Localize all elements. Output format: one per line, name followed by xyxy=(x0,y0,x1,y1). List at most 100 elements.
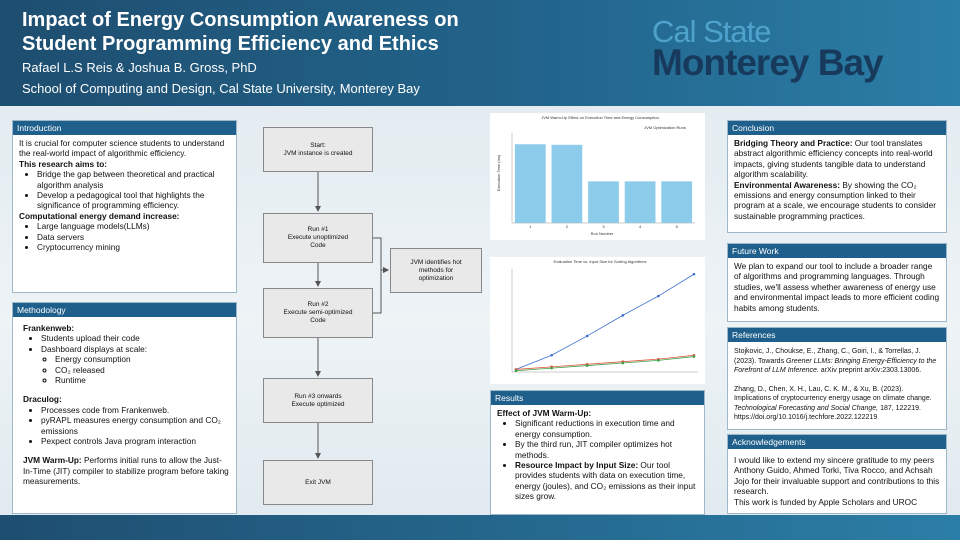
point xyxy=(692,272,696,276)
text: Performs initial runs to allow the Just-… xyxy=(23,455,229,487)
text: By showing the CO₂ emissions and energy … xyxy=(734,179,937,221)
list-item: Cryptocurrency mining xyxy=(37,242,230,252)
label: JVM Warm-Up: xyxy=(23,455,82,466)
point xyxy=(621,361,625,365)
text: Technological Forecasting and Social Cha… xyxy=(734,404,879,412)
chart-title: Evaluation Time vs. Input Size for Sorti… xyxy=(554,259,647,264)
footer xyxy=(0,515,960,540)
list-item: Develop a pedagogical tool that highligh… xyxy=(37,190,230,211)
bar xyxy=(514,144,546,223)
section-heading: References xyxy=(728,328,946,342)
label: This research aims to: xyxy=(19,158,108,169)
section-body: Stojkovic, J., Choukse, E., Zhang, C., G… xyxy=(728,342,946,426)
conclusion: Conclusion Bridging Theory and Practice:… xyxy=(727,120,947,233)
list-item: Runtime xyxy=(55,375,230,385)
point xyxy=(514,369,518,373)
text: arXiv preprint arXiv:2303.13006. xyxy=(818,367,922,374)
arrow xyxy=(373,267,389,314)
section-body: Effect of JVM Warm-Up: Significant reduc… xyxy=(491,405,704,505)
section-heading: Results xyxy=(491,391,704,405)
header: Impact of Energy Consumption Awareness o… xyxy=(0,0,960,106)
affiliation: School of Computing and Design, Cal Stat… xyxy=(22,81,420,96)
point xyxy=(550,366,553,370)
flow-node: Run #3 onwards Execute optimized xyxy=(263,378,373,423)
flow-node: Run #2 Execute semi-optimized Code xyxy=(263,288,373,338)
legend: JVM Optimization Runs xyxy=(644,125,686,130)
logo-line: Monterey Bay xyxy=(652,42,884,83)
list-item: pyRAPL measures energy consumption and C… xyxy=(41,415,230,436)
paragraph: This work is funded by Apple Scholars an… xyxy=(734,496,918,507)
flow-node: Exit JVM xyxy=(263,460,373,505)
bar xyxy=(661,181,693,223)
paragraph: Environmental Awareness: By showing the … xyxy=(734,180,940,222)
line xyxy=(515,273,695,370)
list-item: CO₂ released xyxy=(55,365,230,375)
list: Significant reductions in execution time… xyxy=(497,418,698,501)
flow-node: Start: JVM instance is created xyxy=(263,127,373,172)
section-heading: Future Work xyxy=(728,244,946,258)
bar xyxy=(551,144,583,223)
label: Effect of JVM Warm-Up: xyxy=(497,408,592,418)
title: Impact of Energy Consumption Awareness o… xyxy=(22,8,459,56)
list-item: Data servers xyxy=(37,232,230,242)
list-item: Significant reductions in execution time… xyxy=(515,418,698,439)
future-work: Future Work We plan to expand our tool t… xyxy=(727,243,947,322)
point xyxy=(550,353,553,357)
x-tick-label: 3 xyxy=(602,224,605,229)
section-body: Bridging Theory and Practice: Our tool t… xyxy=(728,135,946,224)
list-item: Large language models(LLMs) xyxy=(37,221,230,231)
paragraph: It is crucial for computer science stude… xyxy=(19,138,225,159)
paragraph: We plan to expand our tool to include a … xyxy=(734,261,940,313)
x-tick-label: 2 xyxy=(566,224,569,229)
x-tick-label: 4 xyxy=(639,224,642,229)
results: Results Effect of JVM Warm-Up: Significa… xyxy=(490,390,705,515)
paragraph: I would like to extend my sincere gratit… xyxy=(734,455,940,497)
point xyxy=(657,359,660,362)
bar xyxy=(588,181,619,223)
list: Bridge the gap between theoretical and p… xyxy=(19,169,230,211)
y-axis-label: Execution Time (ms) xyxy=(496,154,501,191)
section-heading: Methodology xyxy=(13,303,236,317)
flow-node: JVM identifies hot methods for optimizat… xyxy=(390,248,482,293)
point xyxy=(585,334,589,338)
label: Computational energy demand increase: xyxy=(19,210,180,221)
text: Stojkovic, J., Choukse, E., Zhang, C., G… xyxy=(734,348,921,365)
section-body: It is crucial for computer science stude… xyxy=(13,135,236,255)
text: 187, 122219. https://doi.org/10.1016/j.t… xyxy=(734,404,921,422)
sub-list: Energy consumptionCO₂ releasedRuntime xyxy=(41,354,230,385)
chart-title: JVM Warm-Up Effect on Execution Time and… xyxy=(541,115,659,120)
label: Draculog: xyxy=(23,394,62,405)
x-axis-label: Run Number xyxy=(591,231,614,236)
bar-chart: JVM Warm-Up Effect on Execution Time and… xyxy=(490,113,705,240)
list-item: Processes code from Frankenweb. xyxy=(41,405,230,415)
label: Resource Impact by Input Size: xyxy=(515,460,639,471)
section-heading: Conclusion xyxy=(728,121,946,135)
list-item: By the third run, JIT compiler optimizes… xyxy=(515,439,698,460)
line xyxy=(515,354,695,370)
reference: Zhang, D., Chen, X. H., Lau, C. K. M., &… xyxy=(734,385,940,423)
text: Our tool provides students with data on … xyxy=(515,460,696,502)
introduction: Introduction It is crucial for computer … xyxy=(12,120,237,293)
section-body: I would like to extend my sincere gratit… xyxy=(728,449,946,510)
flow-node: Run #1 Execute unoptimized Code xyxy=(263,213,373,263)
references: References Stojkovic, J., Choukse, E., Z… xyxy=(727,327,947,430)
text: Our tool translates abstract algorithmic… xyxy=(734,138,933,180)
point xyxy=(692,355,696,358)
label: Frankenweb: xyxy=(23,323,75,333)
paragraph: Bridging Theory and Practice: Our tool t… xyxy=(734,138,940,180)
title-line: Impact of Energy Consumption Awareness o… xyxy=(22,9,459,31)
logo-line: Cal State xyxy=(652,14,772,49)
section-heading: Acknowledgements xyxy=(728,435,946,449)
list-item: Resource Impact by Input Size: Our tool … xyxy=(515,460,698,502)
line-chart: Evaluation Time vs. Input Size for Sorti… xyxy=(490,257,705,384)
list-item: Energy consumption xyxy=(55,354,230,364)
section-heading: Introduction xyxy=(13,121,236,135)
acknowledgements: Acknowledgements I would like to extend … xyxy=(727,434,947,514)
text: Zhang, D., Chen, X. H., Lau, C. K. M., &… xyxy=(734,385,932,403)
section-body: We plan to expand our tool to include a … xyxy=(728,258,946,316)
title-line: Student Programming Efficiency and Ethic… xyxy=(22,33,439,55)
bar xyxy=(624,181,656,223)
list: Students upload their codeDashboard disp… xyxy=(23,333,230,354)
